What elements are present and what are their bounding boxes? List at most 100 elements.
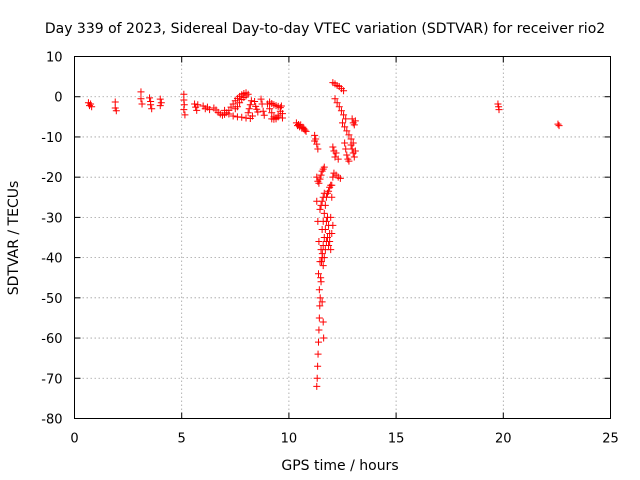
data-point [181, 111, 189, 119]
data-point [350, 121, 358, 129]
data-point [320, 209, 328, 217]
data-points [84, 79, 563, 390]
data-point [351, 117, 359, 125]
data-point [334, 155, 342, 163]
axis-ticks: 0 5 10 15 20 25 10 0 -10 -20 -30 -40 -50 -60 -70 -80 [41, 51, 619, 447]
data-point [320, 334, 328, 342]
data-point [257, 95, 265, 103]
plot-area-frame [74, 56, 611, 419]
data-point [156, 95, 164, 103]
data-point [315, 179, 323, 187]
data-point [137, 95, 145, 103]
data-point [193, 106, 201, 114]
x-tick-label: 0 [70, 432, 78, 447]
data-point [206, 106, 214, 114]
data-point [325, 242, 333, 250]
data-point [316, 205, 324, 213]
data-point [313, 382, 321, 390]
data-point [247, 97, 255, 105]
data-point [328, 229, 336, 237]
data-point [225, 110, 233, 118]
data-point [341, 139, 349, 147]
data-point [317, 171, 325, 179]
data-point [268, 109, 276, 117]
data-point [343, 151, 351, 159]
data-point [319, 318, 327, 326]
data-point [314, 362, 322, 370]
data-point [277, 102, 285, 110]
data-point [242, 92, 250, 100]
data-point [259, 107, 267, 115]
data-point [317, 201, 325, 209]
data-point [229, 112, 237, 120]
data-point [138, 100, 146, 108]
data-point [320, 163, 328, 171]
y-tick-label: 0 [54, 91, 62, 106]
data-point [245, 105, 253, 113]
y-tick-label: -30 [41, 211, 62, 226]
data-point [266, 105, 274, 113]
y-tick-label: -60 [41, 332, 62, 347]
data-point [322, 217, 330, 225]
data-point [345, 131, 353, 139]
data-point [319, 262, 327, 270]
y-tick-label: 10 [46, 51, 63, 66]
data-point [246, 101, 254, 109]
data-point [319, 193, 327, 201]
data-point [317, 274, 325, 282]
x-tick-label: 5 [178, 432, 186, 447]
x-tick-label: 10 [281, 432, 298, 447]
data-point [148, 105, 156, 113]
data-point [326, 238, 334, 246]
data-point [350, 153, 358, 161]
data-point [335, 103, 343, 111]
data-point [146, 94, 154, 102]
data-point [315, 314, 323, 322]
x-tick-label: 20 [495, 432, 512, 447]
data-point [495, 106, 503, 114]
data-point [341, 123, 349, 131]
data-point [314, 145, 322, 153]
data-point [336, 174, 344, 182]
data-point [328, 193, 336, 201]
data-point [320, 254, 328, 262]
data-point [221, 106, 229, 114]
data-point [278, 114, 286, 122]
data-point [329, 221, 337, 229]
data-point [318, 197, 326, 205]
data-point [194, 101, 202, 109]
data-point [251, 98, 259, 106]
data-point [248, 112, 256, 120]
data-point [302, 127, 310, 135]
data-point [342, 145, 350, 153]
data-point [314, 350, 322, 358]
data-point [311, 137, 319, 145]
x-tick-label: 15 [388, 432, 405, 447]
data-point [554, 120, 562, 128]
data-point [328, 181, 336, 189]
data-point [315, 286, 323, 294]
data-point [331, 95, 339, 103]
data-point [316, 302, 324, 310]
data-point [301, 126, 309, 134]
data-point [111, 98, 119, 106]
grid-lines [74, 56, 611, 419]
data-point [317, 258, 325, 266]
y-tick-label: -10 [41, 131, 62, 146]
data-point [112, 107, 120, 115]
data-point [314, 270, 322, 278]
data-point [342, 115, 350, 123]
data-point [318, 298, 326, 306]
y-tick-label: -80 [41, 413, 62, 428]
data-point [340, 111, 348, 119]
data-point [325, 187, 333, 195]
data-point [316, 175, 324, 183]
data-point [347, 135, 355, 143]
data-point [315, 238, 323, 246]
data-point [88, 103, 96, 111]
data-point [345, 157, 353, 165]
data-point [327, 213, 335, 221]
data-point [156, 102, 164, 110]
data-point [314, 338, 322, 346]
